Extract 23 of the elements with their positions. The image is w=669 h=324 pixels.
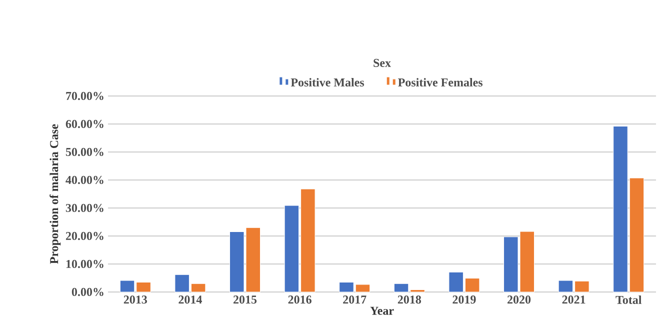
y-tick-label: 10.00%	[66, 260, 104, 268]
legend-label: Positive Females	[398, 78, 483, 86]
x-tick-label: 2016	[288, 296, 312, 304]
x-tick-label: 2014	[178, 296, 202, 304]
x-tick-label: 2019	[452, 296, 476, 304]
y-tick-label: 60.00%	[66, 120, 104, 128]
x-tick-label: 2013	[124, 296, 147, 304]
y-tick-label: 20.00%	[66, 232, 104, 240]
legend-label: Positive Males	[290, 78, 364, 86]
y-tick-label: 40.00%	[66, 176, 104, 184]
y-tick-label: 30.00%	[66, 204, 104, 212]
y-axis-title: Proportion of malaria Case	[50, 124, 61, 264]
x-tick-label: 2020	[508, 296, 531, 304]
y-tick-label: 0.00%	[72, 288, 104, 296]
y-tick-label: 70.00%	[66, 92, 104, 100]
x-tick-label: 2015	[234, 296, 257, 304]
y-tick-label: 50.00%	[66, 148, 104, 156]
x-tick-label: Total	[616, 296, 642, 304]
x-tick-label: 2018	[398, 296, 422, 304]
x-tick-label: 2021	[562, 296, 586, 304]
legend-title: Sex	[374, 58, 391, 67]
x-tick-label: 2017	[343, 296, 366, 304]
x-axis-title: Year	[370, 306, 394, 315]
